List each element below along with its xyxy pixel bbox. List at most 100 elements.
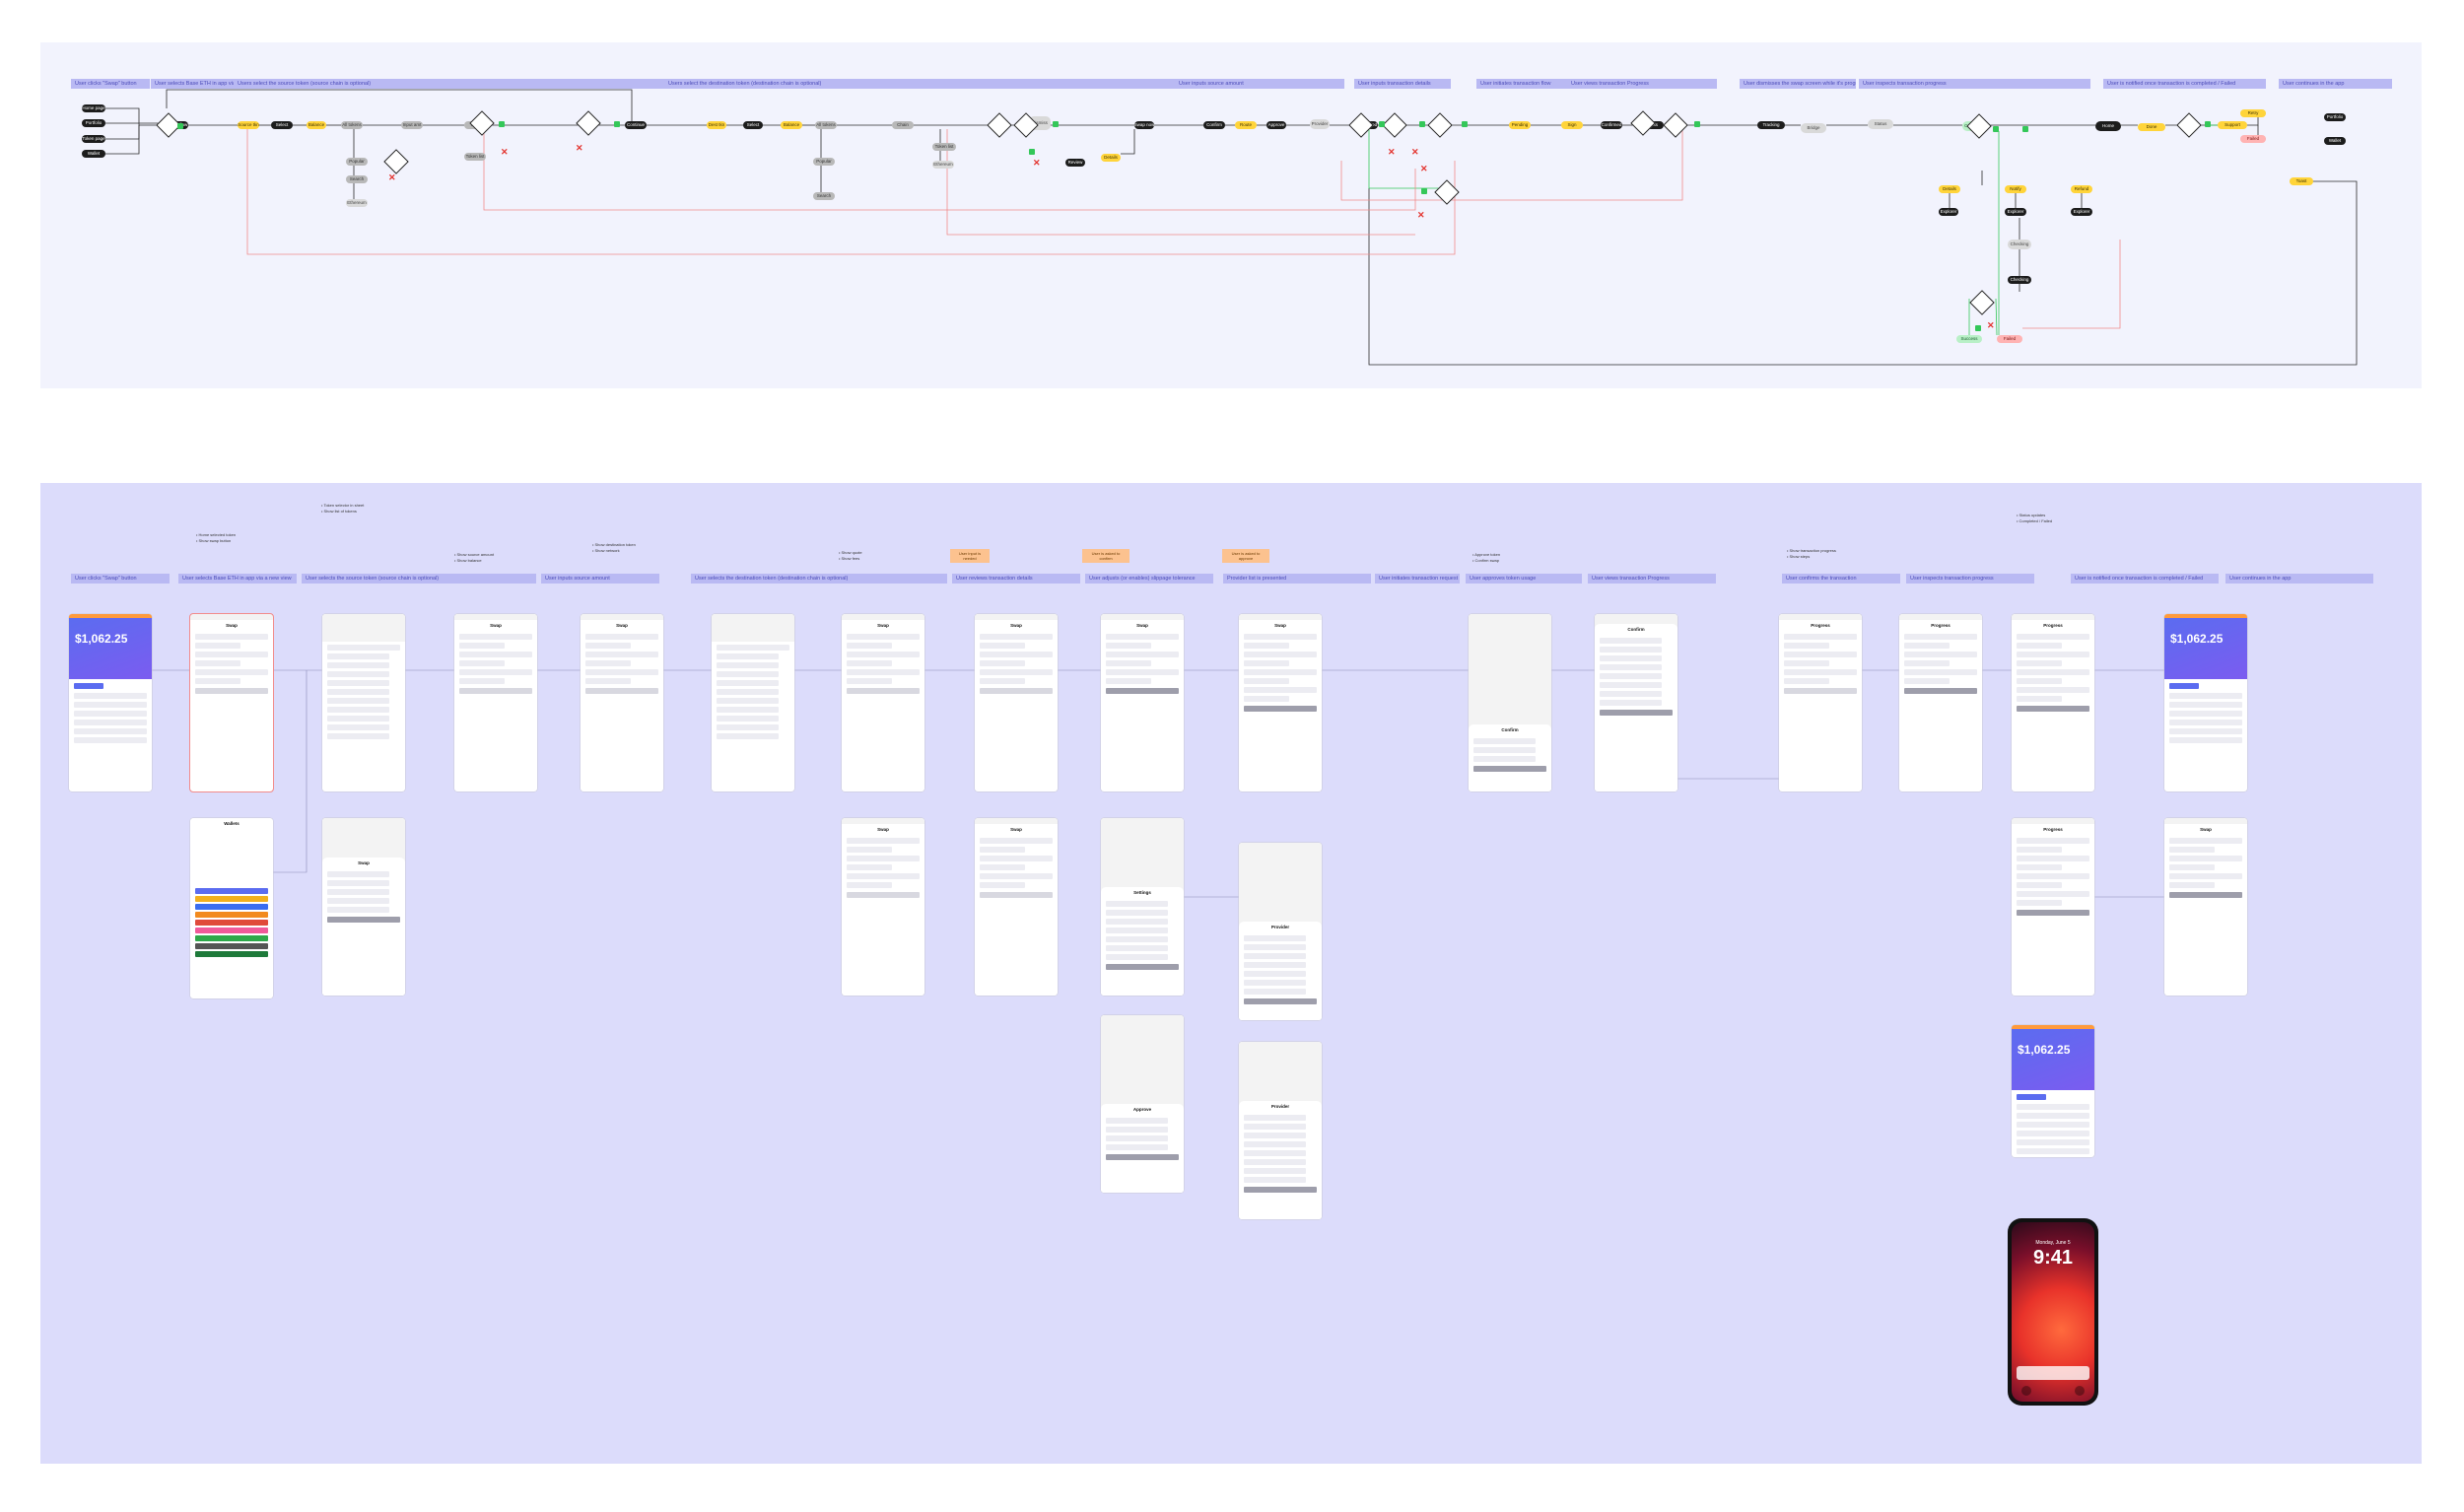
token-row[interactable] bbox=[327, 698, 389, 704]
form-row[interactable] bbox=[847, 856, 920, 861]
confirm-button[interactable] bbox=[327, 917, 400, 923]
primary-button[interactable] bbox=[1904, 688, 1977, 694]
form-row[interactable] bbox=[1244, 652, 1317, 657]
flow-node[interactable]: Status bbox=[1868, 119, 1893, 129]
flow-node[interactable]: Portfolio bbox=[2324, 113, 2346, 121]
flow-node[interactable]: Home page bbox=[82, 104, 105, 112]
form-row[interactable] bbox=[2169, 856, 2242, 861]
flow-node[interactable]: Explorer bbox=[2071, 208, 2092, 216]
form-row[interactable] bbox=[2017, 660, 2063, 666]
token-row[interactable] bbox=[327, 680, 389, 686]
sheet-row[interactable] bbox=[1244, 1150, 1306, 1156]
form-row[interactable] bbox=[1106, 669, 1179, 675]
form-row[interactable] bbox=[1904, 669, 1977, 675]
form-row[interactable] bbox=[1904, 652, 1977, 657]
form-row[interactable] bbox=[459, 634, 532, 640]
primary-button[interactable] bbox=[459, 688, 532, 694]
token-row[interactable] bbox=[2169, 702, 2242, 708]
token-row[interactable] bbox=[717, 689, 779, 695]
form-row[interactable] bbox=[585, 669, 658, 675]
flow-node[interactable]: Token page bbox=[82, 135, 105, 143]
token-row[interactable] bbox=[2169, 720, 2242, 725]
flow-node[interactable]: Route bbox=[1235, 121, 1257, 129]
sheet-row[interactable] bbox=[1106, 945, 1168, 951]
primary-button[interactable] bbox=[847, 892, 920, 898]
token-row[interactable] bbox=[74, 720, 147, 725]
form-row[interactable] bbox=[2017, 838, 2089, 844]
sheet-row[interactable] bbox=[1600, 647, 1662, 653]
form-row[interactable] bbox=[1244, 643, 1290, 649]
form-row[interactable] bbox=[980, 660, 1026, 666]
wallet-option[interactable] bbox=[195, 928, 268, 933]
form-row[interactable] bbox=[1244, 660, 1290, 666]
form-row[interactable] bbox=[195, 660, 241, 666]
token-row[interactable] bbox=[2017, 1113, 2089, 1119]
confirm-button[interactable] bbox=[1244, 1187, 1317, 1193]
form-row[interactable] bbox=[585, 643, 632, 649]
sheet-row[interactable] bbox=[1244, 935, 1306, 941]
primary-button[interactable] bbox=[2017, 910, 2089, 916]
sheet-row[interactable] bbox=[1244, 971, 1306, 977]
token-row[interactable] bbox=[2017, 1104, 2089, 1110]
sheet-row[interactable] bbox=[1600, 664, 1662, 670]
sheet-row[interactable] bbox=[327, 889, 389, 895]
form-row[interactable] bbox=[2017, 696, 2063, 702]
form-row[interactable] bbox=[585, 634, 658, 640]
form-row[interactable] bbox=[2169, 847, 2216, 853]
token-row[interactable] bbox=[327, 671, 389, 677]
form-row[interactable] bbox=[459, 643, 506, 649]
flow-node[interactable]: Checking bbox=[2008, 276, 2031, 284]
form-row[interactable] bbox=[1784, 678, 1830, 684]
form-row[interactable] bbox=[980, 873, 1053, 879]
form-row[interactable] bbox=[2017, 864, 2063, 870]
flow-node[interactable]: Input amt bbox=[401, 121, 423, 129]
sheet-row[interactable] bbox=[1244, 1159, 1306, 1165]
token-row[interactable] bbox=[74, 693, 147, 699]
sheet-row[interactable] bbox=[1106, 936, 1168, 942]
form-row[interactable] bbox=[2017, 643, 2063, 649]
sheet-row[interactable] bbox=[327, 907, 389, 913]
sheet-row[interactable] bbox=[1106, 1144, 1168, 1150]
flow-node[interactable]: Provider bbox=[1310, 119, 1330, 129]
flow-node[interactable]: Home bbox=[2095, 121, 2121, 131]
confirm-button[interactable] bbox=[1106, 1154, 1179, 1160]
sheet-row[interactable] bbox=[1244, 980, 1306, 986]
token-row[interactable] bbox=[717, 698, 779, 704]
token-row[interactable] bbox=[717, 671, 779, 677]
form-row[interactable] bbox=[847, 873, 920, 879]
wallet-option[interactable] bbox=[195, 912, 268, 918]
form-row[interactable] bbox=[2017, 847, 2063, 853]
form-row[interactable] bbox=[2017, 873, 2089, 879]
wallet-option[interactable] bbox=[195, 888, 268, 894]
token-row[interactable] bbox=[327, 724, 389, 730]
sheet-row[interactable] bbox=[1244, 962, 1306, 968]
form-row[interactable] bbox=[1244, 678, 1290, 684]
sheet-row[interactable] bbox=[1106, 910, 1168, 916]
confirm-button[interactable] bbox=[1244, 998, 1317, 1004]
sheet-row[interactable] bbox=[1600, 638, 1662, 644]
sheet-row[interactable] bbox=[1244, 989, 1306, 995]
token-row[interactable] bbox=[717, 724, 779, 730]
flow-node[interactable]: Pending bbox=[1509, 121, 1531, 129]
flow-node[interactable]: Chain bbox=[892, 121, 914, 129]
token-row[interactable] bbox=[2169, 728, 2242, 734]
primary-button[interactable] bbox=[1784, 688, 1857, 694]
form-row[interactable] bbox=[1106, 652, 1179, 657]
form-row[interactable] bbox=[459, 660, 506, 666]
form-row[interactable] bbox=[980, 864, 1026, 870]
form-row[interactable] bbox=[1784, 634, 1857, 640]
flow-node[interactable]: Search bbox=[813, 192, 835, 200]
sheet-row[interactable] bbox=[1244, 1177, 1306, 1183]
form-row[interactable] bbox=[980, 847, 1026, 853]
sheet-row[interactable] bbox=[1600, 682, 1662, 688]
flow-node[interactable]: Confirm bbox=[1203, 121, 1225, 129]
form-row[interactable] bbox=[847, 652, 920, 657]
token-row[interactable] bbox=[2017, 1131, 2089, 1136]
flow-node[interactable]: Token list bbox=[464, 153, 486, 161]
flow-node[interactable]: Popular bbox=[813, 158, 835, 166]
swap-button[interactable] bbox=[74, 683, 103, 689]
flow-node[interactable]: Search bbox=[346, 175, 368, 183]
form-row[interactable] bbox=[2017, 678, 2063, 684]
form-row[interactable] bbox=[1784, 669, 1857, 675]
flow-node[interactable]: Source tkn bbox=[238, 121, 259, 129]
